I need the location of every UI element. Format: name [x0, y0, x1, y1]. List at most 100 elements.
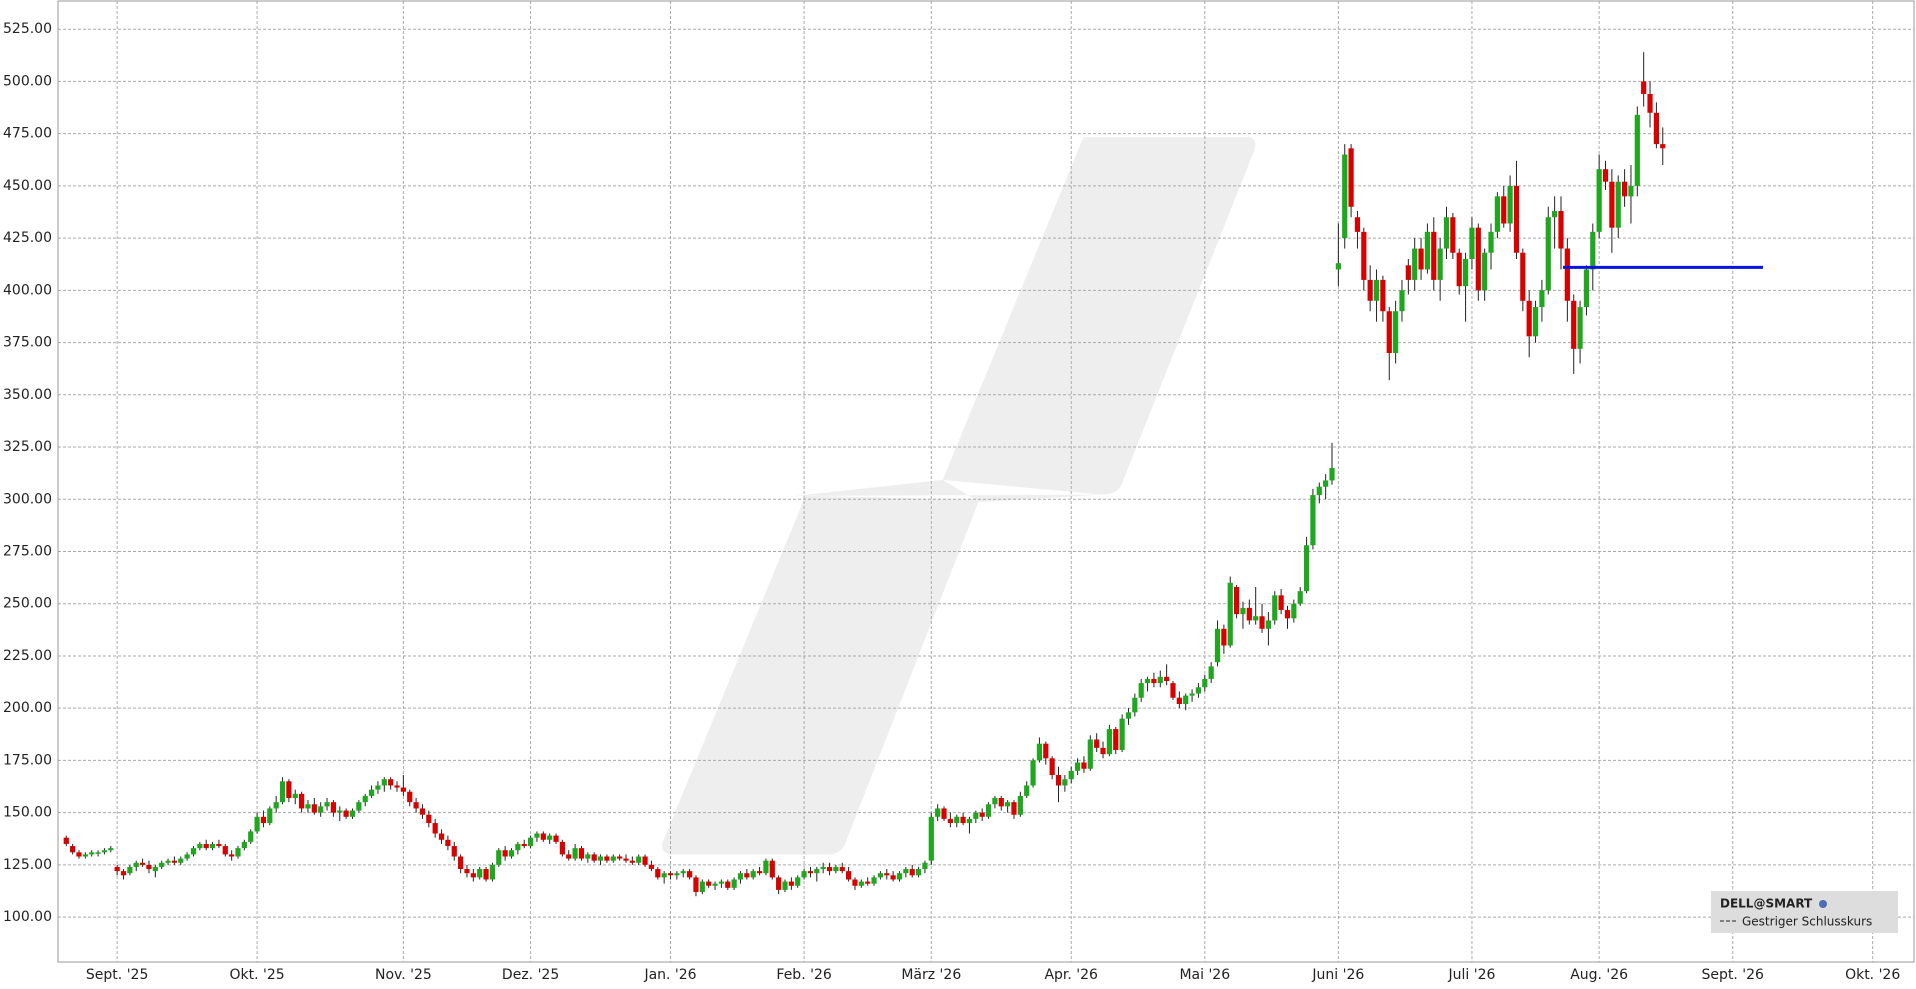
candle-body — [1189, 693, 1195, 696]
y-tick-label: 500.00 — [3, 73, 52, 89]
candle-body — [1653, 112, 1659, 145]
candle-body — [63, 837, 69, 844]
candle-body — [763, 860, 769, 874]
candle-body — [610, 856, 616, 861]
x-tick-label: Juni '26 — [1311, 967, 1364, 983]
candle-body — [839, 866, 845, 872]
y-tick-label: 475.00 — [3, 126, 52, 142]
candle-body — [267, 808, 273, 824]
candle-body — [896, 873, 903, 880]
candle-body — [680, 871, 686, 874]
candle-body — [432, 823, 438, 834]
candle-body — [801, 871, 807, 878]
candle-body — [814, 869, 820, 874]
candle-body — [559, 841, 565, 855]
candle-body — [1647, 93, 1653, 113]
candle-body — [1297, 591, 1303, 604]
candle-body — [171, 860, 177, 863]
y-tick-label: 325.00 — [3, 439, 52, 455]
candle-body — [146, 864, 152, 870]
candle-body — [1195, 687, 1202, 694]
candle-body — [915, 869, 922, 876]
candle-body — [1513, 185, 1520, 253]
candle-body — [527, 837, 534, 847]
candle-body — [1596, 169, 1602, 232]
candle-body — [120, 871, 127, 876]
candle-body — [1030, 760, 1036, 786]
candle-body — [1272, 595, 1278, 621]
candle-body — [445, 839, 451, 847]
candle-body — [788, 881, 794, 886]
candle-body — [973, 812, 979, 819]
y-tick-label: 375.00 — [3, 335, 52, 351]
candle-body — [1641, 81, 1647, 94]
candle-body — [1342, 154, 1348, 239]
x-tick-label: Feb. '26 — [776, 967, 831, 983]
candle-body — [127, 866, 133, 874]
candle-body — [865, 881, 871, 884]
candle-body — [1049, 758, 1055, 776]
candle-body — [1253, 616, 1259, 621]
candle-body — [1240, 607, 1246, 615]
candle-body — [744, 873, 750, 878]
candle-body — [1628, 185, 1634, 197]
candle-body — [1170, 683, 1176, 698]
x-tick-label: März '26 — [901, 967, 961, 983]
candle-body — [89, 852, 95, 855]
candle-body — [1081, 762, 1087, 769]
candle-body — [260, 816, 267, 824]
candle-body — [438, 833, 445, 840]
watermark — [662, 137, 1256, 855]
candle-body — [966, 818, 973, 824]
candle-body — [992, 798, 998, 805]
candle-body — [1106, 729, 1112, 755]
candle-body — [769, 860, 775, 878]
candle-body — [1469, 227, 1475, 260]
candle-body — [464, 869, 470, 874]
candle-body — [496, 850, 502, 865]
candle-body — [1520, 252, 1526, 301]
candle-body — [273, 802, 279, 809]
candle-body — [1132, 697, 1138, 713]
x-tick-label: Mai '26 — [1179, 967, 1230, 983]
candle-body — [1456, 252, 1462, 287]
candle-body — [159, 862, 165, 867]
legend-entry: Gestriger Schlusskurs — [1742, 915, 1872, 929]
candle-body — [1609, 181, 1615, 228]
candle-body — [362, 795, 368, 803]
candle-body — [70, 846, 76, 853]
candle-body — [1113, 729, 1119, 750]
candle-body — [667, 873, 674, 876]
candle-body — [1234, 587, 1240, 615]
candle-body — [1094, 739, 1100, 748]
candle-body — [216, 843, 222, 847]
candle-body — [184, 854, 190, 859]
y-tick-label: 275.00 — [3, 543, 52, 559]
x-tick-label: Dez. '25 — [502, 967, 559, 983]
candle-body — [1278, 595, 1284, 610]
candle-body — [1221, 628, 1227, 646]
candle-body — [388, 779, 394, 786]
candle-body — [1310, 495, 1316, 546]
candle-body — [254, 816, 260, 832]
candle-body — [1202, 678, 1208, 688]
candle-body — [515, 843, 521, 851]
candle-body — [1087, 739, 1093, 769]
candle-body — [419, 808, 426, 815]
candle-body — [731, 879, 737, 888]
candle-body — [82, 854, 88, 857]
candle-body — [311, 804, 317, 813]
candle-body — [235, 848, 241, 857]
legend-entry: DELL@SMART — [1720, 897, 1813, 911]
x-tick-label: Okt. '25 — [229, 967, 284, 983]
candle-body — [833, 866, 839, 872]
candle-body — [985, 804, 992, 817]
candle-body — [604, 856, 610, 861]
candle-body — [1074, 762, 1081, 771]
candle-body — [1475, 227, 1481, 291]
candle-body — [591, 854, 597, 861]
candle-body — [1399, 290, 1405, 312]
y-tick-label: 200.00 — [3, 700, 52, 716]
candle-body — [941, 808, 947, 819]
